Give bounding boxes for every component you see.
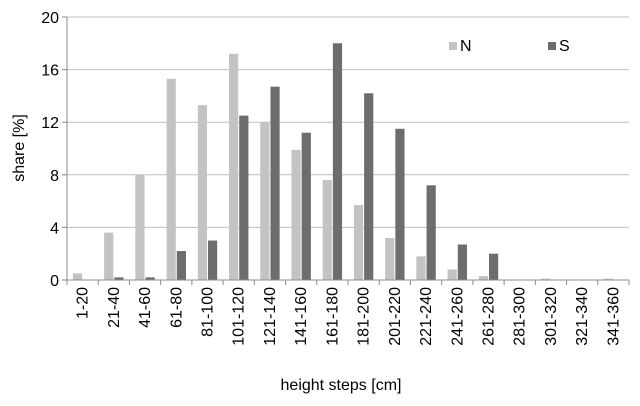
y-tick-label: 8	[50, 168, 59, 185]
bar-n-161-180	[322, 180, 332, 280]
y-tick-label: 12	[41, 115, 59, 132]
bar-s-81-100	[208, 240, 218, 280]
bar-n-241-260	[447, 269, 457, 280]
bar-n-141-160	[291, 149, 301, 280]
bar-s-141-160	[301, 132, 311, 280]
x-tick-label: 161-180	[324, 287, 341, 346]
bar-n-181-200	[353, 205, 364, 280]
bar-s-161-180	[332, 43, 343, 280]
bar-n-201-220	[385, 237, 395, 280]
axes	[62, 16, 630, 285]
x-tick-labels: 1-20 21-40 41-60 61-80 81-100 101-120 121-140 1…	[75, 287, 623, 346]
x-tick-label: 341-360	[605, 287, 622, 346]
bar-n-261-280	[478, 276, 488, 280]
x-tick-label: 101-120	[231, 287, 248, 346]
x-axis-title: height steps [cm]	[281, 377, 402, 394]
x-tick-label: 261-280	[481, 287, 498, 346]
bar-n-301-320	[541, 278, 551, 280]
legend-label-n: N	[460, 38, 472, 55]
x-tick-label: 201-220	[387, 287, 404, 346]
y-tick-labels: 0 4 8 12 16 20	[41, 10, 59, 290]
bar-s-261-280	[489, 253, 499, 280]
bar-s-121-140	[270, 86, 280, 280]
legend-label-s: S	[559, 38, 570, 55]
bar-s-21-40	[114, 277, 124, 280]
bar-n-81-100	[197, 105, 207, 280]
bar-n-101-120	[229, 53, 239, 280]
x-tick-label: 121-140	[262, 287, 279, 346]
x-tick-label: 321-340	[574, 287, 591, 346]
bar-n-21-40	[104, 232, 114, 280]
x-tick-label: 221-240	[418, 287, 435, 346]
x-tick-label: 41-60	[137, 287, 154, 328]
x-tick-label: 61-80	[168, 287, 185, 328]
x-tick-label: 141-160	[293, 287, 310, 346]
bar-n-1-20	[72, 273, 83, 280]
bar-n-61-80	[166, 78, 176, 281]
bar-s-241-260	[457, 244, 467, 280]
legend-swatch-n	[449, 42, 457, 50]
y-tick-label: 20	[41, 10, 59, 27]
bars	[72, 43, 613, 281]
x-tick-label: 241-260	[449, 287, 466, 346]
y-tick-label: 4	[50, 220, 59, 237]
x-tick-label: 21-40	[106, 287, 123, 328]
bar-s-201-220	[395, 128, 405, 280]
bar-s-101-120	[239, 115, 249, 280]
x-tick-label: 81-100	[200, 287, 217, 337]
gridlines	[67, 16, 629, 228]
bar-s-221-240	[426, 185, 436, 280]
bar-s-181-200	[364, 93, 374, 281]
x-tick-label: 281-300	[512, 287, 529, 346]
bar-n-221-240	[416, 256, 426, 280]
bar-n-121-140	[260, 122, 270, 280]
x-tick-label: 301-320	[543, 287, 560, 346]
x-tick-label: 181-200	[356, 287, 373, 346]
y-tick-label: 16	[41, 63, 59, 80]
bar-s-41-60	[145, 277, 155, 280]
x-tick-label: 1-20	[75, 287, 92, 319]
bar-n-41-60	[135, 174, 145, 280]
y-tick-label: 0	[50, 273, 59, 290]
bar-s-61-80	[176, 251, 186, 280]
bar-n-341-360	[603, 278, 613, 280]
legend-swatch-s	[548, 42, 556, 50]
y-axis-title: share [%]	[11, 114, 28, 182]
